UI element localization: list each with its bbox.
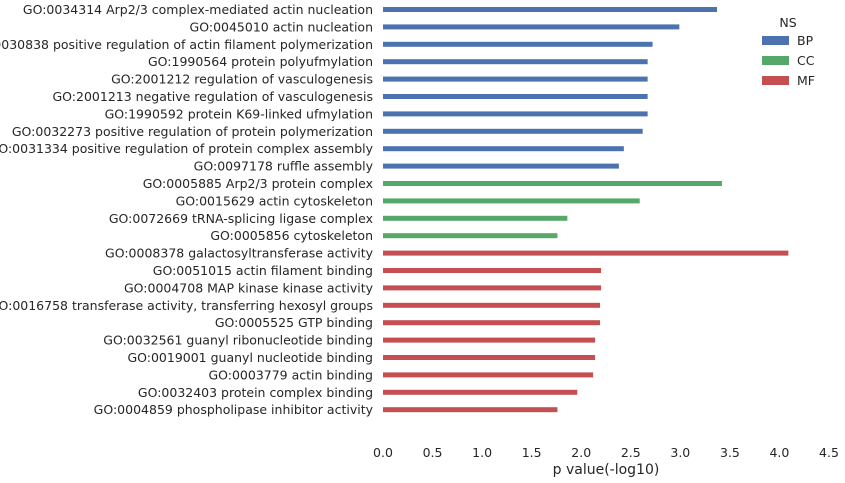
bar-mf [383, 337, 596, 343]
category-label: GO:1990564 protein polyufmylation [148, 54, 373, 69]
category-label: GO:0004708 MAP kinase kinase activity [124, 280, 374, 295]
x-tick-label: 4.5 [819, 445, 839, 460]
category-label: GO:0045010 actin nucleation [190, 19, 373, 34]
x-axis-title: p value(-log10) [553, 462, 660, 478]
bar-mf [383, 302, 601, 308]
bar-group [383, 7, 789, 413]
x-tick-label: 1.5 [522, 445, 542, 460]
category-label: GO:0016758 transferase activity, transfe… [0, 298, 373, 313]
bar-bp [383, 41, 653, 47]
bar-mf [383, 320, 601, 326]
category-label: GO:0034314 Arp2/3 complex-mediated actin… [23, 2, 373, 17]
legend: NS BP CC MF [762, 15, 815, 88]
x-tick-label: 3.0 [670, 445, 690, 460]
bar-cc [383, 233, 558, 239]
bar-bp [383, 7, 718, 12]
legend-swatch-bp [762, 36, 789, 45]
category-label: GO:0032403 protein complex binding [138, 385, 373, 400]
bar-bp [383, 94, 648, 99]
legend-label-bp: BP [797, 33, 814, 48]
x-tick-label: 0.0 [373, 445, 393, 460]
bar-mf [383, 250, 789, 256]
legend-swatch-cc [762, 56, 789, 65]
x-tick-label: 3.5 [720, 445, 740, 460]
category-label: GO:0005885 Arp2/3 protein complex [143, 176, 373, 191]
bar-bp [383, 163, 619, 169]
category-label: GO:0015629 actin cytoskeleton [176, 193, 373, 208]
category-label: GO:0005525 GTP binding [215, 315, 373, 330]
legend-swatch-mf [762, 76, 789, 85]
category-label: GO:0072669 tRNA-splicing ligase complex [109, 211, 373, 226]
category-label: GO:0005856 cytoskeleton [210, 228, 373, 243]
bar-bp [383, 24, 680, 30]
bar-mf [383, 407, 558, 413]
category-label: GO:0032273 positive regulation of protei… [12, 124, 373, 139]
x-tick-label: 0.5 [423, 445, 443, 460]
x-tick-label: 2.5 [621, 445, 641, 460]
bar-cc [383, 215, 568, 221]
category-label: GO:0008378 galactosyltransferase activit… [105, 246, 374, 261]
bar-mf [383, 285, 602, 291]
category-label: GO:0003779 actin binding [208, 367, 373, 382]
category-label: GO:2001213 negative regulation of vascul… [52, 89, 373, 104]
x-axis-ticks: 0.0 0.5 1.0 1.5 2.0 2.5 3.0 3.5 4.0 4.5 [373, 445, 839, 460]
bar-mf [383, 268, 602, 273]
category-label: GO:0030838 positive regulation of actin … [0, 37, 373, 52]
category-labels: GO:0034314 Arp2/3 complex-mediated actin… [0, 2, 374, 417]
category-label: GO:0051015 actin filament binding [153, 263, 373, 278]
category-label: GO:0097178 ruffle assembly [194, 159, 374, 174]
category-label: GO:0004859 phospholipase inhibitor activ… [94, 402, 374, 417]
bar-bp [383, 146, 624, 152]
bar-cc [383, 181, 722, 186]
category-label: GO:1990592 protein K69-linked ufmylation [105, 106, 373, 121]
x-tick-label: 4.0 [769, 445, 789, 460]
category-label: GO:0032561 guanyl ribonucleotide binding [103, 333, 373, 348]
x-tick-label: 1.0 [472, 445, 492, 460]
x-tick-label: 2.0 [571, 445, 591, 460]
category-label: GO:0031334 positive regulation of protei… [0, 141, 374, 156]
bar-mf [383, 355, 596, 360]
legend-label-cc: CC [797, 53, 815, 68]
category-label: GO:0019001 guanyl nucleotide binding [127, 350, 373, 365]
bar-cc [383, 198, 640, 204]
bar-bp [383, 128, 643, 134]
bar-bp [383, 111, 648, 117]
category-label: GO:2001212 regulation of vasculogenesis [111, 72, 373, 87]
bar-mf [383, 372, 594, 378]
legend-title: NS [779, 15, 796, 30]
legend-label-mf: MF [797, 73, 815, 88]
bar-bp [383, 76, 648, 82]
bar-mf [383, 389, 578, 395]
bar-bp [383, 59, 648, 65]
